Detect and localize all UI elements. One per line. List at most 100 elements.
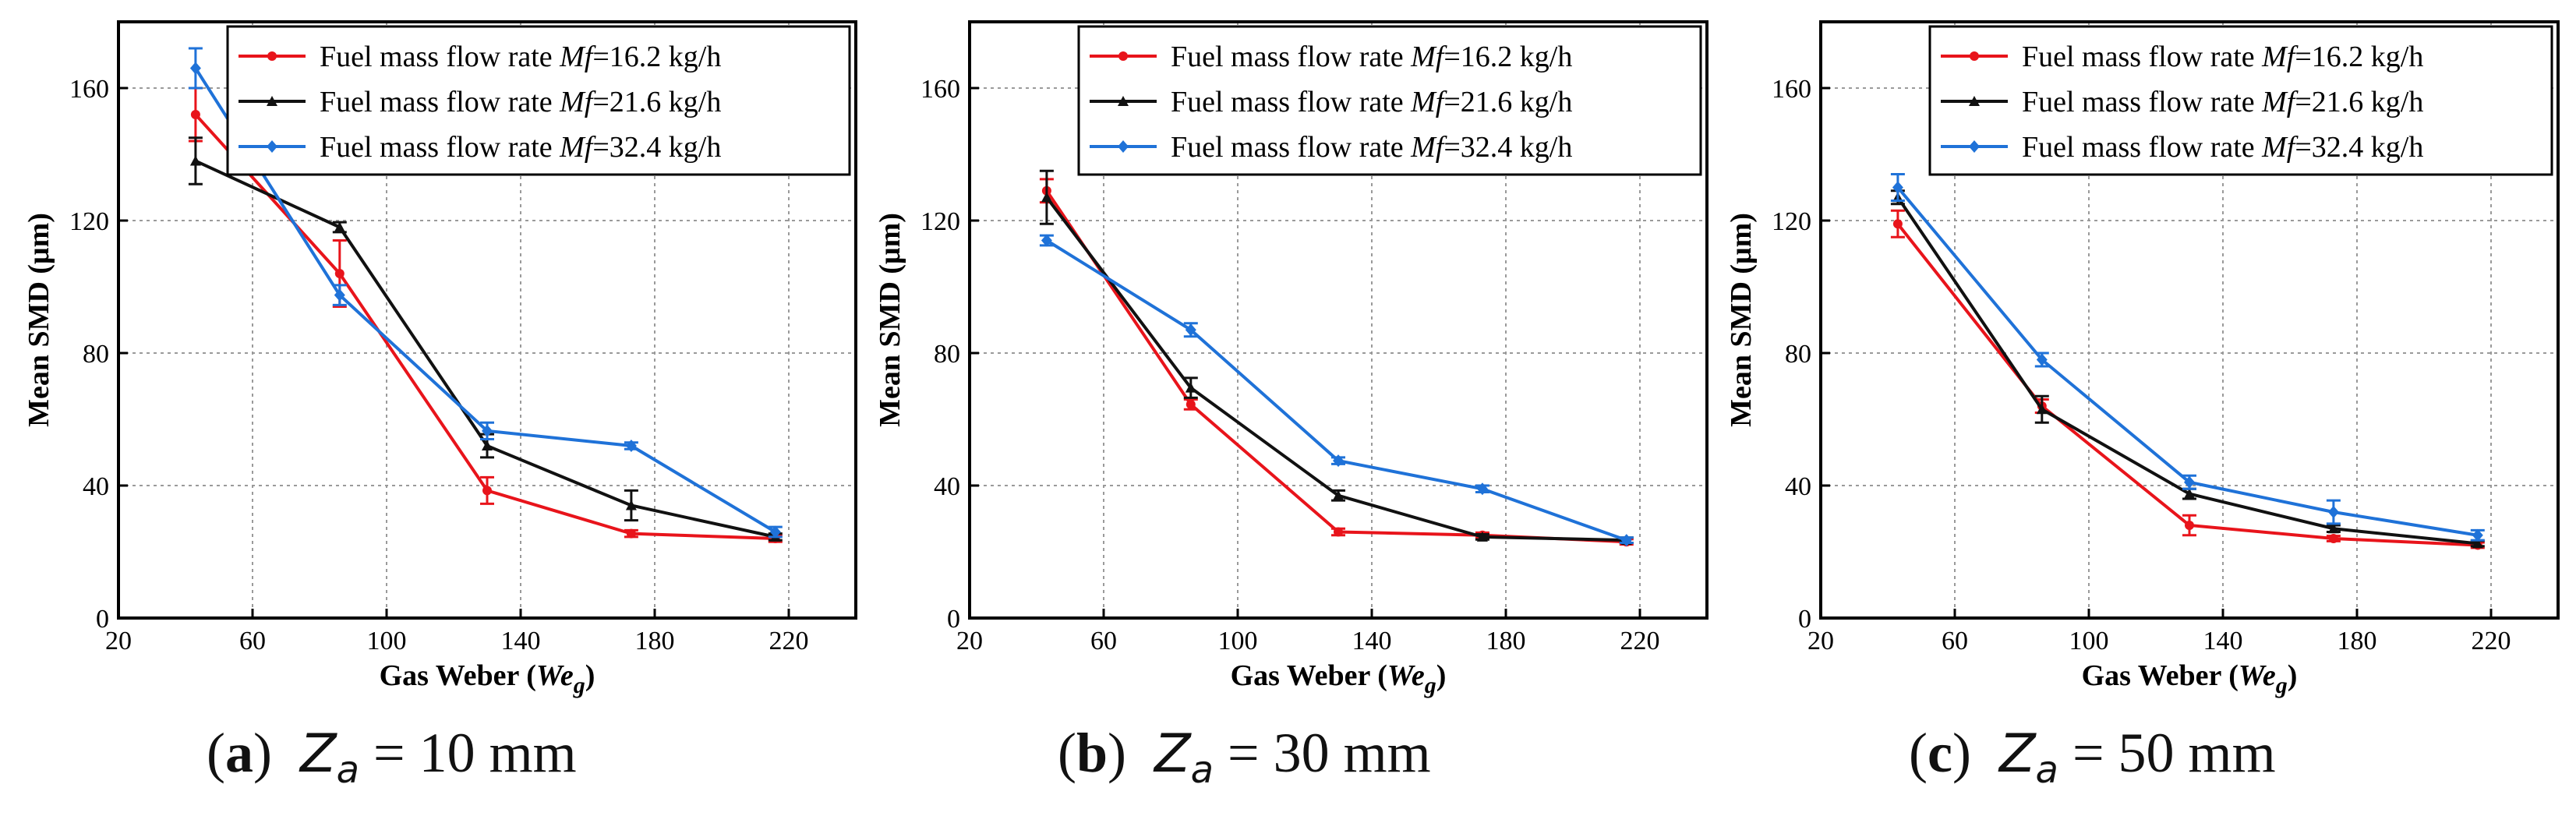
y-tick-label: 160	[1772, 75, 1811, 104]
marker-diamond	[1620, 534, 1632, 547]
marker-circle	[1186, 399, 1196, 409]
y-tick-label: 120	[1772, 207, 1811, 236]
legend-label: Fuel mass flow rate Mf=16.2 kg/h	[1171, 41, 1572, 73]
x-tick-label: 220	[1620, 627, 1660, 655]
y-axis-label: Mean SMD (μm)	[874, 213, 906, 427]
marker-diamond	[1969, 140, 1980, 153]
y-tick-label: 0	[947, 605, 960, 634]
series-3	[1039, 234, 1634, 547]
marker-triangle	[2327, 523, 2339, 534]
legend-label: Fuel mass flow rate Mf=21.6 kg/h	[320, 86, 721, 118]
x-tick-label: 20	[1807, 627, 1834, 655]
x-tick-label: 100	[2069, 627, 2109, 655]
marker-diamond	[1476, 482, 1488, 496]
series-2	[188, 136, 783, 542]
marker-triangle	[1185, 382, 1196, 393]
marker-circle	[1118, 51, 1128, 61]
marker-circle	[482, 486, 492, 496]
plot-frame	[968, 20, 1708, 620]
x-axis-label: Gas Weber (Weg)	[380, 659, 595, 698]
marker-triangle	[1969, 96, 1980, 106]
y-tick-label: 80	[83, 340, 109, 369]
y-tick-label: 40	[83, 472, 109, 501]
y-tick-label: 160	[69, 75, 109, 104]
y-tick-label: 120	[921, 207, 960, 236]
marker-diamond	[1041, 234, 1052, 247]
marker-circle	[1892, 219, 1903, 229]
series-3	[1890, 173, 2485, 542]
caption-b: (b) Za = 30 mm	[1058, 722, 1431, 792]
marker-triangle	[189, 155, 201, 166]
series-line	[194, 113, 776, 540]
marker-triangle	[625, 500, 637, 510]
legend-box	[1077, 25, 1702, 176]
marker-circle	[1334, 527, 1343, 537]
marker-triangle	[1333, 489, 1344, 500]
x-tick-label: 180	[2337, 627, 2377, 655]
marker-circle	[190, 110, 200, 119]
marker-circle	[1970, 51, 1979, 61]
chart-panel-a: 20 60 100 140 180 220 0 40 80 120 160 Gas Weber (We…	[23, 20, 857, 698]
marker-diamond	[267, 140, 277, 153]
series-2	[1039, 169, 1634, 546]
marker-diamond	[1118, 140, 1129, 153]
legend-box	[1928, 25, 2553, 176]
marker-diamond	[1333, 454, 1344, 468]
marker-triangle	[1118, 96, 1129, 106]
x-tick-label: 220	[2472, 627, 2511, 655]
x-tick-label: 180	[635, 627, 675, 655]
legend-label: Fuel mass flow rate Mf=16.2 kg/h	[320, 41, 721, 73]
x-tick-label: 140	[1352, 627, 1392, 655]
x-tick-label: 220	[769, 627, 809, 655]
plot-frame	[117, 20, 857, 620]
y-axis-label: Mean SMD (μm)	[1725, 213, 1758, 427]
marker-circle	[2328, 534, 2338, 543]
y-tick-label: 40	[934, 472, 960, 501]
x-tick-label: 100	[1218, 627, 1258, 655]
marker-triangle	[1476, 531, 1488, 542]
x-axis-label: Gas Weber (Weg)	[1231, 659, 1447, 698]
marker-diamond	[2184, 475, 2195, 489]
legend: Fuel mass flow rate Mf=16.2 kg/h Fuel mas…	[1077, 25, 1702, 176]
legend-label: Fuel mass flow rate Mf=32.4 kg/h	[320, 131, 721, 164]
caption-a: (a) Za = 10 mm	[207, 722, 577, 792]
marker-diamond	[2036, 353, 2048, 366]
plot-frame	[1819, 20, 2560, 620]
y-tick-label: 0	[1798, 605, 1811, 634]
x-tick-label: 20	[956, 627, 983, 655]
marker-diamond	[769, 525, 781, 539]
marker-diamond	[1185, 323, 1196, 337]
y-tick-label: 160	[921, 75, 960, 104]
marker-circle	[626, 528, 636, 539]
y-tick-label: 0	[96, 605, 109, 634]
x-tick-label: 140	[2203, 627, 2243, 655]
marker-diamond	[625, 440, 637, 452]
marker-triangle	[2472, 538, 2483, 549]
caption-c: (c) Za = 50 mm	[1909, 722, 2276, 792]
series-3	[188, 47, 783, 539]
y-tick-label: 80	[934, 340, 960, 369]
x-tick-label: 100	[367, 627, 407, 655]
legend-label: Fuel mass flow rate Mf=21.6 kg/h	[2022, 86, 2423, 118]
marker-diamond	[482, 424, 493, 437]
legend-label: Fuel mass flow rate Mf=32.4 kg/h	[1171, 131, 1572, 164]
marker-triangle	[1041, 192, 1052, 203]
chart-panel-c: 20 60 100 140 180 220 0 40 80 120 160 Gas Weber (We…	[1725, 20, 2560, 698]
legend-label: Fuel mass flow rate Mf=21.6 kg/h	[1171, 86, 1572, 118]
marker-diamond	[2472, 528, 2483, 542]
legend: Fuel mass flow rate Mf=16.2 kg/h Fuel mas…	[226, 25, 851, 176]
x-tick-label: 180	[1486, 627, 1526, 655]
marker-circle	[334, 269, 345, 278]
marker-circle	[267, 51, 277, 61]
marker-diamond	[1892, 181, 1903, 194]
legend-box	[226, 25, 851, 176]
x-tick-label: 60	[239, 627, 266, 655]
chart-panel-b: 20 60 100 140 180 220 0 40 80 120 160 Gas Weber (We…	[874, 20, 1708, 698]
marker-triangle	[334, 221, 345, 232]
series-line	[1045, 189, 1627, 544]
series-2	[1890, 189, 2485, 549]
x-tick-label: 60	[1942, 627, 1968, 655]
marker-diamond	[2327, 506, 2339, 518]
y-tick-label: 40	[1785, 472, 1811, 501]
